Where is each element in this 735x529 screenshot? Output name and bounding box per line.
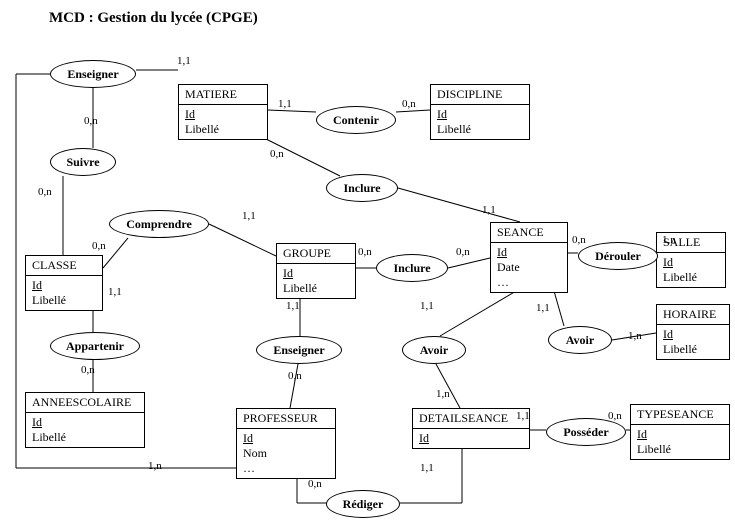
entity-name: TYPESEANCE xyxy=(631,405,729,425)
entity-name: GROUPE xyxy=(277,244,355,264)
entity-name: CLASSE xyxy=(26,256,102,276)
cardinality-label: 0,n xyxy=(308,478,322,490)
rel-avoir-left: Avoir xyxy=(402,336,466,364)
entity-attrs: IdNom… xyxy=(237,429,335,478)
entity-name: PROFESSEUR xyxy=(237,409,335,429)
entity-name: SEANCE xyxy=(491,223,567,243)
rel-inclure-top: Inclure xyxy=(326,174,398,202)
cardinality-label: 0,n xyxy=(84,115,98,127)
cardinality-label: 1,n xyxy=(628,330,642,342)
entity-attrs: IdLibellé xyxy=(179,105,267,139)
entity-horaire: HORAIRE IdLibellé xyxy=(656,304,730,360)
cardinality-label: 0,n xyxy=(358,246,372,258)
cardinality-label: 1,n xyxy=(148,460,162,472)
entity-attr: Libellé xyxy=(663,270,719,285)
cardinality-label: 1,n xyxy=(662,234,676,246)
entity-name: DISCIPLINE xyxy=(431,85,529,105)
cardinality-label: 1,1 xyxy=(516,410,530,422)
entity-attr: Libellé xyxy=(637,442,723,457)
entity-attrs: IdLibellé xyxy=(631,425,729,459)
rel-comprendre: Comprendre xyxy=(109,210,209,238)
entity-attr: Libellé xyxy=(283,281,349,296)
entity-attr: Libellé xyxy=(437,122,523,137)
entity-attrs: IdLibellé xyxy=(277,264,355,298)
cardinality-label: 1,1 xyxy=(242,210,256,222)
entity-attr: Id xyxy=(185,107,261,122)
cardinality-label: 0,n xyxy=(92,240,106,252)
entity-attr: Id xyxy=(437,107,523,122)
entity-attrs: IdLibellé xyxy=(657,325,729,359)
entity-attr: Libellé xyxy=(32,293,96,308)
entity-attr: Id xyxy=(419,431,523,446)
rel-suivre: Suivre xyxy=(50,148,116,176)
cardinality-label: 0,n xyxy=(608,410,622,422)
cardinality-label: 0,n xyxy=(456,246,470,258)
entity-attr: Id xyxy=(497,245,561,260)
cardinality-label: 0,n xyxy=(288,370,302,382)
rel-appartenir: Appartenir xyxy=(50,332,140,360)
entity-attr: Id xyxy=(32,278,96,293)
rel-enseigner-bottom: Enseigner xyxy=(256,336,342,364)
entity-attr: … xyxy=(497,275,561,290)
entity-discipline: DISCIPLINE IdLibellé xyxy=(430,84,530,140)
cardinality-label: 0,n xyxy=(81,364,95,376)
entity-attrs: IdDate… xyxy=(491,243,567,292)
entity-attr: Id xyxy=(663,327,723,342)
entity-attr: Libellé xyxy=(185,122,261,137)
rel-inclure-mid: Inclure xyxy=(376,254,448,282)
cardinality-label: 1,1 xyxy=(420,462,434,474)
cardinality-label: 1,n xyxy=(436,388,450,400)
entity-anneescolaire: ANNEESCOLAIRE IdLibellé xyxy=(25,392,145,448)
rel-derouler: Dérouler xyxy=(578,242,658,270)
entity-name: HORAIRE xyxy=(657,305,729,325)
entity-seance: SEANCE IdDate… xyxy=(490,222,568,293)
entity-attrs: IdLibellé xyxy=(431,105,529,139)
entity-professeur: PROFESSEUR IdNom… xyxy=(236,408,336,479)
cardinality-label: 0,n xyxy=(572,234,586,246)
cardinality-label: 1,1 xyxy=(420,300,434,312)
entity-attr: … xyxy=(243,461,329,476)
cardinality-label: 1,1 xyxy=(108,286,122,298)
entity-attr: Libellé xyxy=(32,430,138,445)
cardinality-label: 1,1 xyxy=(177,55,191,67)
entity-classe: CLASSE IdLibellé xyxy=(25,255,103,311)
entity-attr: Id xyxy=(32,415,138,430)
cardinality-label: 1,1 xyxy=(536,302,550,314)
entity-matiere: MATIERE IdLibellé xyxy=(178,84,268,140)
entity-attr: Id xyxy=(663,255,719,270)
cardinality-label: 1,1 xyxy=(482,204,496,216)
rel-avoir-right: Avoir xyxy=(548,326,612,354)
entity-attr: Id xyxy=(283,266,349,281)
cardinality-label: 0,n xyxy=(402,98,416,110)
entity-name: ANNEESCOLAIRE xyxy=(26,393,144,413)
cardinality-label: 0,n xyxy=(38,186,52,198)
entity-attr: Nom xyxy=(243,446,329,461)
entity-detailseance: DETAILSEANCE Id xyxy=(412,408,530,449)
entity-attrs: IdLibellé xyxy=(26,276,102,310)
entity-attrs: IdLibellé xyxy=(657,253,725,287)
entity-name: DETAILSEANCE xyxy=(413,409,529,429)
entity-attrs: Id xyxy=(413,429,529,448)
entity-attrs: IdLibellé xyxy=(26,413,144,447)
rel-contenir: Contenir xyxy=(316,106,396,134)
rel-enseigner-top: Enseigner xyxy=(50,60,136,88)
entity-groupe: GROUPE IdLibellé xyxy=(276,243,356,299)
cardinality-label: 1,1 xyxy=(278,98,292,110)
entity-attr: Date xyxy=(497,260,561,275)
entity-typeseance: TYPESEANCE IdLibellé xyxy=(630,404,730,460)
cardinality-label: 0,n xyxy=(270,148,284,160)
entity-attr: Libellé xyxy=(663,342,723,357)
entity-attr: Id xyxy=(637,427,723,442)
cardinality-label: 1,1 xyxy=(286,300,300,312)
diagram-title: MCD : Gestion du lycée (CPGE) xyxy=(49,10,258,27)
entity-name: MATIERE xyxy=(179,85,267,105)
rel-rediger: Rédiger xyxy=(326,490,400,518)
entity-attr: Id xyxy=(243,431,329,446)
rel-posseder: Posséder xyxy=(546,418,626,446)
